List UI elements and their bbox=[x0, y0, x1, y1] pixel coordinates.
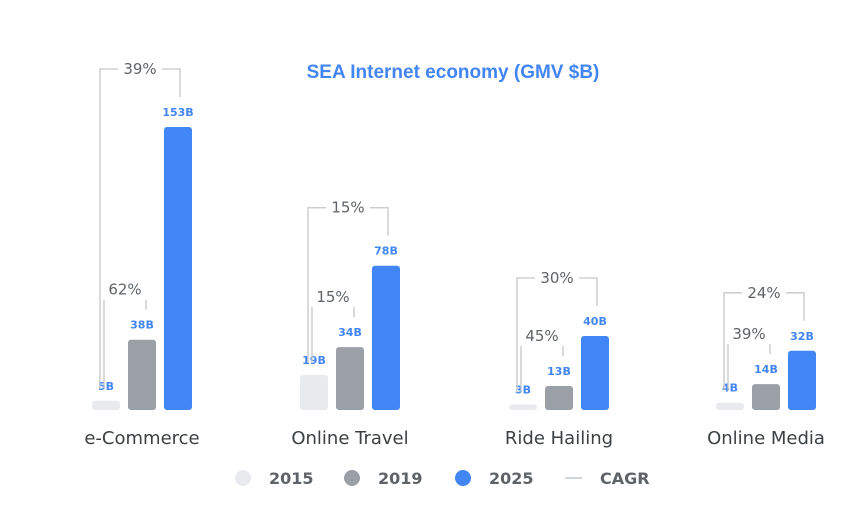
bar-2015 bbox=[509, 404, 537, 410]
cagr-label-short: 15% bbox=[316, 288, 349, 306]
legend-item-2019: 2019 bbox=[344, 469, 423, 488]
chart-title: SEA Internet economy (GMV $B) bbox=[307, 62, 600, 83]
value-label: 4B bbox=[722, 382, 738, 395]
value-label: 19B bbox=[302, 354, 326, 367]
bar-2025 bbox=[581, 336, 609, 410]
category-label: Ride Hailing bbox=[505, 428, 613, 449]
bar-2019 bbox=[336, 347, 364, 410]
value-label: 3B bbox=[515, 383, 531, 396]
category-group-e-commerce: 5B 38B 153B 62% 39% e-Commerce bbox=[84, 59, 200, 449]
value-label: 78B bbox=[374, 245, 398, 258]
value-label: 5B bbox=[98, 380, 114, 393]
bar-2025 bbox=[372, 265, 400, 410]
value-label: 34B bbox=[338, 326, 362, 339]
legend-swatch bbox=[344, 470, 360, 486]
bar-2019 bbox=[128, 339, 156, 410]
cagr-label-long: 15% bbox=[331, 199, 364, 217]
bar-2019 bbox=[545, 385, 573, 410]
legend-label: 2025 bbox=[489, 469, 534, 488]
cagr-label-short: 62% bbox=[108, 281, 141, 299]
legend-label: CAGR bbox=[600, 469, 650, 488]
legend: 2015 2019 2025 CAGR bbox=[235, 469, 650, 488]
bar-2015 bbox=[300, 374, 328, 410]
value-label: 40B bbox=[583, 315, 607, 328]
category-group-online-travel: 19B 34B 78B 15% 15% Online Travel bbox=[291, 197, 409, 449]
bar-2025 bbox=[164, 127, 192, 410]
legend-item-2015: 2015 bbox=[235, 469, 314, 488]
value-label: 32B bbox=[790, 330, 814, 343]
legend-label: 2019 bbox=[378, 469, 423, 488]
value-label: 13B bbox=[547, 365, 571, 378]
category-group-online-media: 4B 14B 32B 39% 24% Online Media bbox=[707, 282, 825, 449]
category-label: e-Commerce bbox=[84, 428, 199, 449]
bar-2015 bbox=[716, 402, 744, 410]
category-label: Online Travel bbox=[291, 428, 408, 449]
cagr-label-short: 45% bbox=[525, 327, 558, 345]
legend-swatch bbox=[455, 470, 471, 486]
category-label: Online Media bbox=[707, 428, 825, 449]
legend-item-cagr: CAGR bbox=[565, 469, 650, 488]
legend-item-2025: 2025 bbox=[455, 469, 534, 488]
value-label: 14B bbox=[754, 363, 778, 376]
legend-swatch bbox=[235, 470, 251, 486]
bar-2025 bbox=[788, 350, 816, 410]
category-group-ride-hailing: 3B 13B 40B 45% 30% Ride Hailing bbox=[505, 268, 613, 449]
value-label: 153B bbox=[162, 106, 193, 119]
value-label: 38B bbox=[130, 319, 154, 332]
cagr-label-long: 30% bbox=[540, 269, 573, 287]
bar-2019 bbox=[752, 384, 780, 410]
cagr-label-short: 39% bbox=[732, 325, 765, 343]
cagr-label-long: 39% bbox=[123, 60, 156, 78]
cagr-label-long: 24% bbox=[747, 284, 780, 302]
legend-label: 2015 bbox=[269, 469, 314, 488]
bar-2015 bbox=[92, 400, 120, 410]
